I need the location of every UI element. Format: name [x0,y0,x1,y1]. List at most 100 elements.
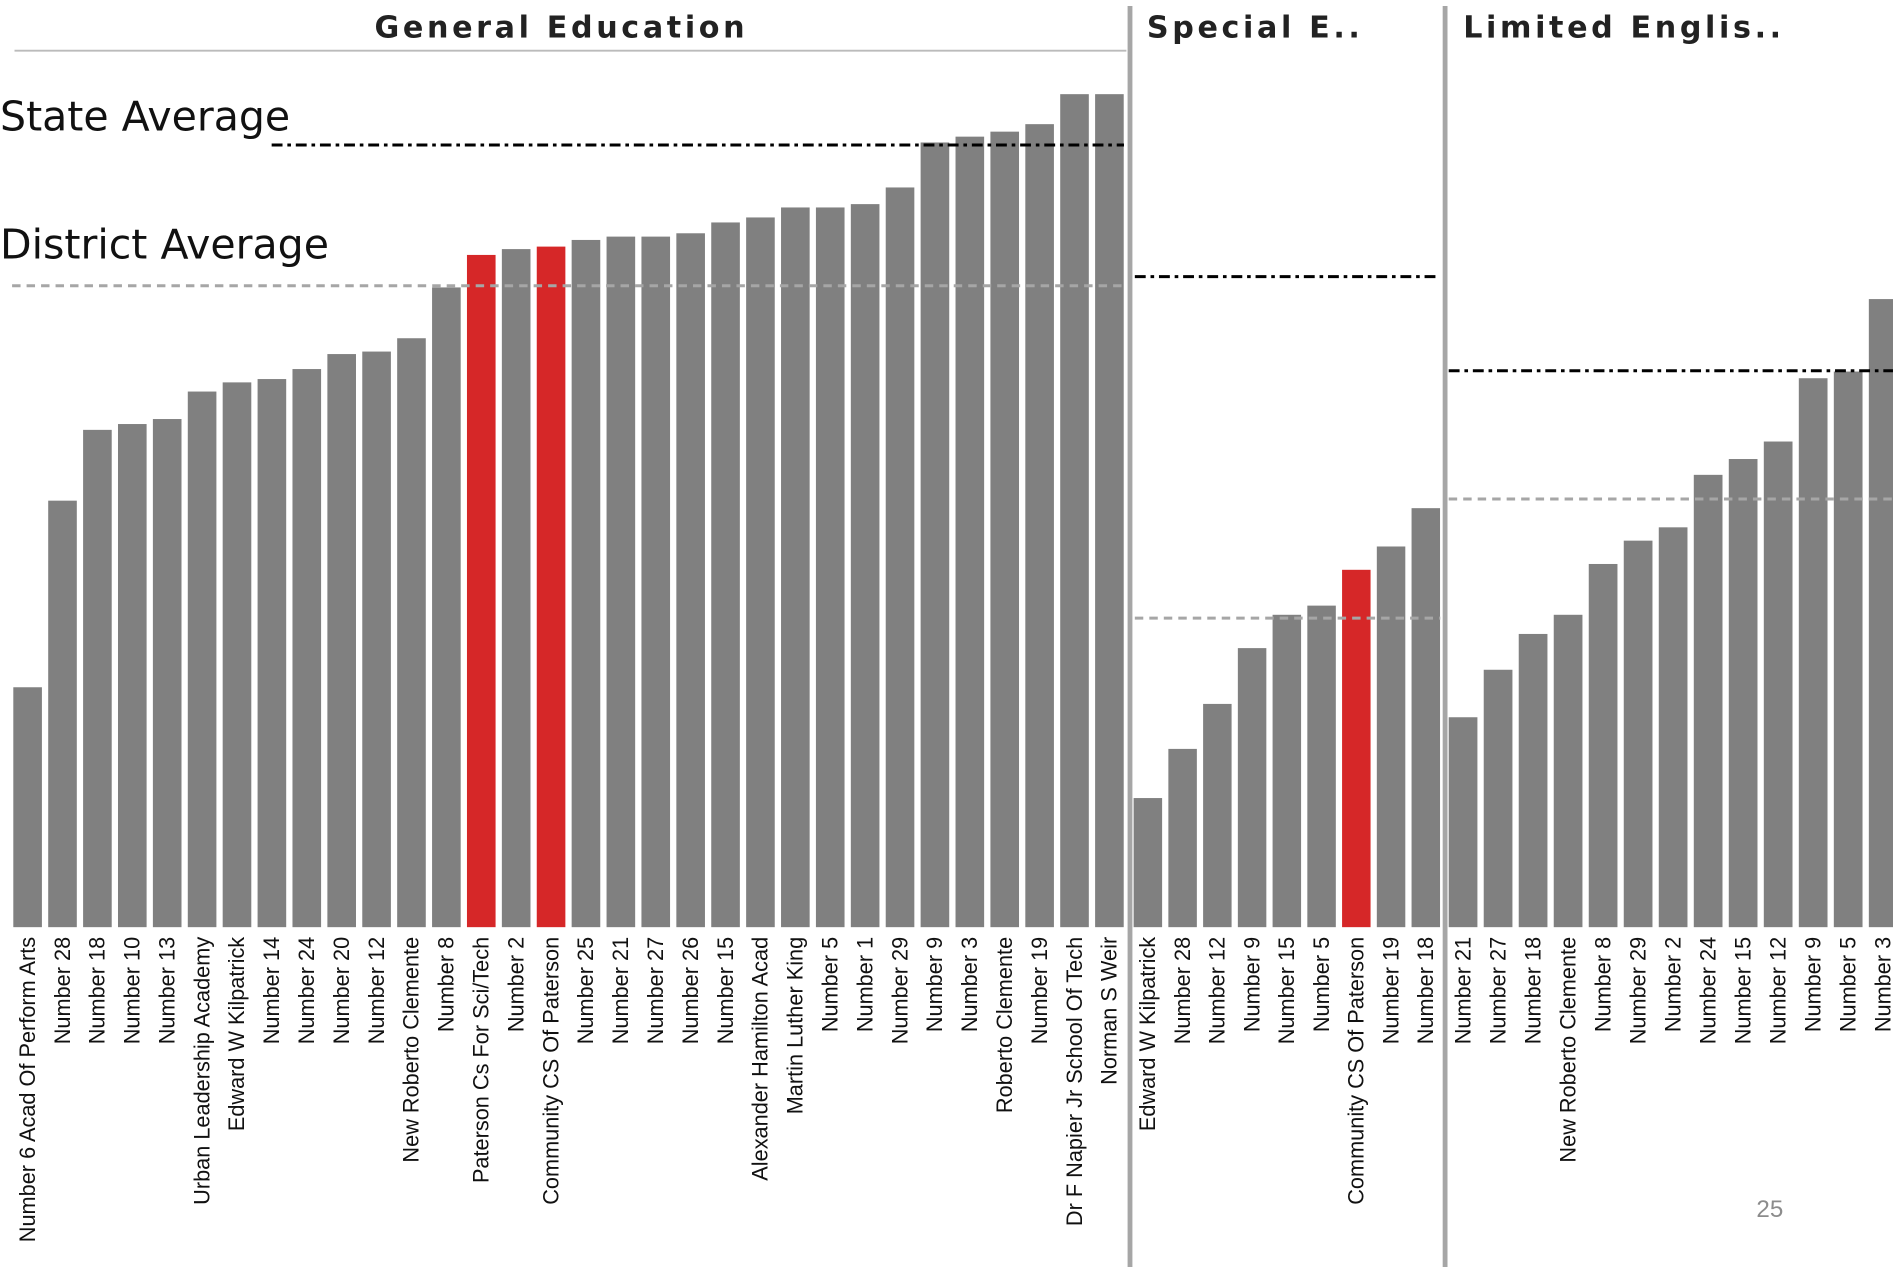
bar [432,287,461,928]
x-tick-label: Number 13 [154,937,179,1044]
panel-title: Special E.. [1147,10,1364,45]
x-tick-label: Number 21 [1450,937,1475,1044]
x-tick-label: Number 19 [1378,937,1403,1044]
x-tick-label: Number 28 [50,937,75,1044]
bar [920,142,950,928]
bar [1376,546,1406,928]
bar [1168,748,1197,928]
x-tick-label: Norman S Weir [1097,937,1122,1085]
bar [187,391,217,928]
x-tick-label: Edward W Kilpatrick [224,937,249,1131]
x-tick-label: Number 2 [1660,937,1685,1032]
bar [1833,371,1863,928]
x-tick-label: Number 14 [259,937,284,1044]
x-tick-label: Number 3 [957,937,982,1032]
x-tick-label: Number 12 [1765,937,1790,1044]
x-tick-label: Number 9 [1800,937,1825,1032]
x-tick-label: Martin Luther King [783,937,808,1114]
x-tick-label: Number 15 [1274,937,1299,1044]
panel-title: Limited Englis.. [1463,10,1785,45]
bar [1658,527,1688,928]
x-tick-label: Number 18 [1520,937,1545,1044]
bar [955,136,985,928]
bar [815,207,845,928]
x-tick-label: Number 24 [1695,937,1720,1044]
bar [1483,669,1513,928]
bar [1411,508,1441,928]
x-tick-label: Number 27 [643,937,668,1044]
page-number: 25 [1756,1196,1783,1223]
bar [1237,648,1267,928]
bar [571,239,601,928]
bar [1553,614,1583,928]
x-tick-label: New Roberto Clemente [1555,937,1580,1163]
bar [117,424,147,928]
x-tick-label: Number 2 [503,937,528,1032]
x-tick-label: Number 29 [887,937,912,1044]
x-tick-label: Number 18 [1413,937,1438,1044]
x-tick-label: Number 24 [294,937,319,1044]
bar [327,354,356,928]
bar [83,429,112,928]
x-tick-label: New Roberto Clemente [399,937,424,1163]
bar [606,236,636,928]
x-tick-label: Number 26 [678,937,703,1044]
x-tick-label: Number 5 [1835,937,1860,1032]
x-tick-label: Roberto Clemente [992,937,1017,1113]
bar [397,338,426,928]
x-tick-label: Number 18 [85,937,110,1044]
x-tick-label: Number 9 [1239,937,1264,1032]
x-tick-label: Number 20 [329,937,354,1044]
x-tick-label: Number 8 [434,937,459,1032]
panel-title: General Education [375,10,749,45]
bar [13,687,42,928]
bar [292,369,322,928]
x-tick-label: Number 12 [364,937,389,1044]
x-tick-label: Number 9 [922,937,947,1032]
bar [990,131,1020,928]
bar [1798,378,1828,928]
bar [1448,717,1478,928]
bar [641,236,671,928]
bar [257,379,287,928]
x-tick-label: Number 5 [817,937,842,1032]
bar [1693,474,1723,928]
bar [1307,605,1336,928]
x-tick-label: Number 27 [1485,937,1510,1044]
bar [466,254,496,928]
x-tick-label: Urban Leadership Academy [189,937,214,1205]
bar [536,246,566,928]
bar [1623,540,1653,928]
x-tick-label: Alexander Hamilton Acad [748,937,773,1181]
x-tick-label: Community CS Of Paterson [538,937,563,1205]
bar [1060,94,1089,928]
bar [222,382,252,928]
bar [1272,614,1302,928]
x-tick-label: Number 10 [120,937,145,1044]
bar [885,187,915,928]
x-tick-label: Number 8 [1590,937,1615,1032]
x-tick-label: Number 15 [1730,937,1755,1044]
bar [501,249,531,928]
bar [1342,569,1371,928]
x-tick-label: Number 19 [1027,937,1052,1044]
bar [1203,703,1232,928]
x-tick-label: Number 5 [1309,937,1334,1032]
x-tick-label: Number 25 [573,937,598,1044]
bar [781,207,810,928]
bar [1133,798,1163,928]
bar [48,500,77,928]
x-tick-label: Edward W Kilpatrick [1135,937,1160,1131]
x-tick-label: Number 15 [713,937,738,1044]
bar [1588,563,1618,928]
x-tick-label: Dr F Napier Jr School Of Tech [1062,937,1087,1226]
x-tick-label: Number 28 [1170,937,1195,1044]
x-tick-label: Paterson Cs For Sci/Tech [469,937,494,1183]
x-tick-label: Number 12 [1205,937,1230,1044]
bar [711,222,740,928]
reference-label: District Average [0,220,329,268]
bar [1518,633,1548,928]
bar [362,351,391,928]
